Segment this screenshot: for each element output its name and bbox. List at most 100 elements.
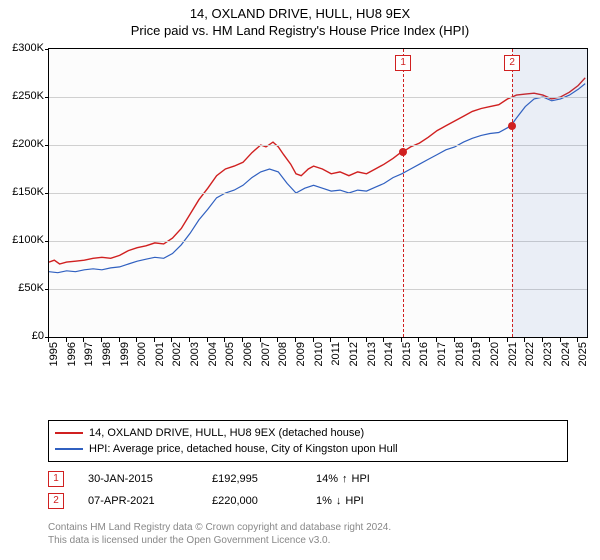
- x-tick-label: 2011: [330, 342, 342, 366]
- y-tick-label: £200K: [12, 138, 44, 150]
- plot-area: 12: [48, 48, 588, 338]
- x-tick-label: 1998: [101, 342, 113, 366]
- y-tick-mark: [45, 145, 49, 146]
- sale-date: 07-APR-2021: [88, 495, 188, 507]
- y-tick-label: £50K: [18, 282, 44, 294]
- gridline: [49, 193, 587, 194]
- chart-title-address: 14, OXLAND DRIVE, HULL, HU8 9EX: [0, 6, 600, 21]
- x-tick-label: 2002: [171, 342, 183, 366]
- x-tick-mark: [542, 338, 543, 342]
- x-tick-mark: [436, 338, 437, 342]
- x-tick-label: 2019: [471, 342, 483, 366]
- y-axis: £0£50K£100K£150K£200K£250K£300K: [0, 48, 48, 338]
- y-tick-mark: [45, 49, 49, 50]
- x-tick-mark: [171, 338, 172, 342]
- y-tick-mark: [45, 289, 49, 290]
- sale-badge-1: 1: [48, 471, 64, 487]
- x-tick-mark: [401, 338, 402, 342]
- legend-label-property: 14, OXLAND DRIVE, HULL, HU8 9EX (detache…: [89, 427, 364, 439]
- chart-legend: 14, OXLAND DRIVE, HULL, HU8 9EX (detache…: [48, 420, 568, 462]
- x-tick-mark: [524, 338, 525, 342]
- x-tick-mark: [330, 338, 331, 342]
- x-tick-label: 2008: [277, 342, 289, 366]
- sale-dot: [508, 122, 516, 130]
- x-tick-label: 2020: [489, 342, 501, 366]
- x-tick-mark: [260, 338, 261, 342]
- footer-line2: This data is licensed under the Open Gov…: [48, 535, 391, 548]
- y-tick-label: £0: [32, 330, 44, 342]
- x-tick-label: 2012: [348, 342, 360, 366]
- y-tick-mark: [45, 97, 49, 98]
- x-tick-label: 2023: [542, 342, 554, 366]
- x-tick-mark: [242, 338, 243, 342]
- x-tick-label: 2022: [524, 342, 536, 366]
- x-tick-mark: [507, 338, 508, 342]
- gridline: [49, 241, 587, 242]
- y-tick-mark: [45, 193, 49, 194]
- x-tick-mark: [560, 338, 561, 342]
- sale-price: £220,000: [212, 495, 292, 507]
- sale-marker-badge: 1: [395, 55, 411, 71]
- series-line: [49, 84, 585, 273]
- y-tick-label: £300K: [12, 42, 44, 54]
- footer-line1: Contains HM Land Registry data © Crown c…: [48, 522, 391, 535]
- x-tick-mark: [101, 338, 102, 342]
- series-line: [49, 78, 585, 264]
- x-tick-label: 2001: [154, 342, 166, 366]
- y-tick-mark: [45, 241, 49, 242]
- sale-marker-band: [512, 49, 588, 337]
- x-tick-mark: [418, 338, 419, 342]
- x-tick-mark: [189, 338, 190, 342]
- x-tick-label: 2000: [136, 342, 148, 366]
- x-tick-label: 1996: [66, 342, 78, 366]
- x-tick-label: 2018: [454, 342, 466, 366]
- x-tick-label: 2017: [436, 342, 448, 366]
- x-tick-mark: [224, 338, 225, 342]
- sale-badge-2: 2: [48, 493, 64, 509]
- x-tick-mark: [295, 338, 296, 342]
- x-tick-label: 2014: [383, 342, 395, 366]
- x-tick-mark: [66, 338, 67, 342]
- arrow-up-icon: ↑: [342, 473, 348, 485]
- x-tick-mark: [48, 338, 49, 342]
- x-tick-label: 2005: [224, 342, 236, 366]
- x-tick-mark: [277, 338, 278, 342]
- y-tick-label: £150K: [12, 186, 44, 198]
- x-tick-mark: [207, 338, 208, 342]
- x-tick-label: 2004: [207, 342, 219, 366]
- footer-attribution: Contains HM Land Registry data © Crown c…: [48, 522, 391, 547]
- x-tick-label: 2006: [242, 342, 254, 366]
- sale-price: £192,995: [212, 473, 292, 485]
- arrow-down-icon: ↓: [336, 495, 342, 507]
- x-tick-mark: [136, 338, 137, 342]
- legend-label-hpi: HPI: Average price, detached house, City…: [89, 443, 398, 455]
- x-tick-mark: [471, 338, 472, 342]
- chart-subtitle: Price paid vs. HM Land Registry's House …: [0, 23, 600, 38]
- legend-row-hpi: HPI: Average price, detached house, City…: [55, 441, 561, 457]
- chart-container: £0£50K£100K£150K£200K£250K£300K 12 19951…: [0, 48, 600, 378]
- sale-marker-badge: 2: [504, 55, 520, 71]
- x-tick-label: 2013: [366, 342, 378, 366]
- sales-row: 2 07-APR-2021 £220,000 1% ↓ HPI: [48, 490, 406, 512]
- x-tick-label: 2015: [401, 342, 413, 366]
- sale-vs-hpi: 1% ↓ HPI: [316, 495, 406, 507]
- x-tick-label: 2003: [189, 342, 201, 366]
- gridline: [49, 97, 587, 98]
- gridline: [49, 145, 587, 146]
- sales-row: 1 30-JAN-2015 £192,995 14% ↑ HPI: [48, 468, 406, 490]
- x-tick-mark: [454, 338, 455, 342]
- x-tick-label: 2010: [313, 342, 325, 366]
- x-tick-mark: [489, 338, 490, 342]
- x-tick-mark: [366, 338, 367, 342]
- x-tick-mark: [83, 338, 84, 342]
- sale-date: 30-JAN-2015: [88, 473, 188, 485]
- x-tick-mark: [119, 338, 120, 342]
- y-tick-label: £100K: [12, 234, 44, 246]
- x-tick-mark: [577, 338, 578, 342]
- legend-swatch-hpi: [55, 448, 83, 450]
- x-tick-label: 2007: [260, 342, 272, 366]
- legend-swatch-property: [55, 432, 83, 434]
- x-tick-label: 1999: [119, 342, 131, 366]
- sale-vs-hpi: 14% ↑ HPI: [316, 473, 406, 485]
- gridline: [49, 289, 587, 290]
